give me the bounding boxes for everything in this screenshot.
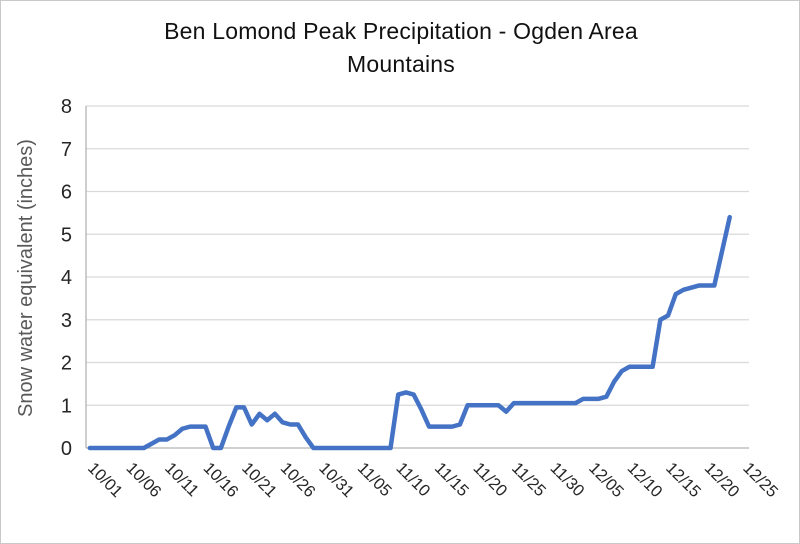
x-tick-label: 12/20 bbox=[701, 459, 743, 501]
x-tick-label: 11/25 bbox=[508, 459, 549, 500]
x-tick-label: 11/05 bbox=[354, 459, 395, 500]
x-tick-label: 12/25 bbox=[739, 459, 781, 501]
y-tick-label: 8 bbox=[61, 96, 72, 118]
x-tick-label: 11/10 bbox=[392, 459, 433, 500]
x-tick-label: 12/10 bbox=[624, 459, 666, 501]
y-tick-label: 2 bbox=[61, 353, 72, 375]
y-tick-label: 0 bbox=[61, 438, 72, 460]
x-tick-label: 10/01 bbox=[84, 459, 126, 501]
y-tick-label: 6 bbox=[61, 182, 72, 204]
y-tick-label: 1 bbox=[61, 395, 72, 417]
x-tick-label: 10/26 bbox=[277, 459, 319, 501]
y-axis-title: Snow water equivalent (inches) bbox=[15, 139, 37, 417]
y-tick-label: 3 bbox=[61, 310, 72, 332]
y-tick-label: 7 bbox=[61, 139, 72, 161]
x-tick-label: 10/11 bbox=[161, 459, 202, 500]
x-tick-label: 11/20 bbox=[469, 459, 510, 500]
x-tick-label: 12/05 bbox=[585, 459, 627, 501]
x-tick-label: 11/30 bbox=[547, 459, 588, 500]
precipitation-line-series bbox=[87, 214, 732, 451]
chart-title: Ben Lomond Peak Precipitation - Ogden Ar… bbox=[164, 18, 638, 77]
y-tick-label: 5 bbox=[61, 224, 72, 246]
y-tick-label: 4 bbox=[61, 267, 72, 289]
x-tick-label: 11/15 bbox=[431, 459, 472, 500]
x-tick-label: 10/06 bbox=[123, 459, 165, 501]
x-tick-label: 12/15 bbox=[662, 459, 704, 501]
x-tick-label: 10/21 bbox=[238, 459, 280, 501]
x-tick-label: 10/31 bbox=[315, 459, 357, 501]
x-tick-label: 10/16 bbox=[200, 459, 242, 501]
